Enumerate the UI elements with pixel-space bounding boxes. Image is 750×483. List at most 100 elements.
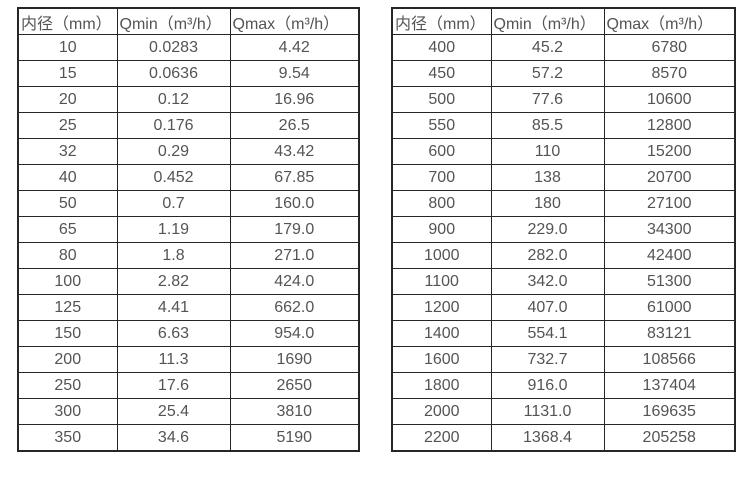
table-cell: 77.6 (490, 86, 605, 113)
table-cell: 11.3 (116, 346, 231, 373)
table-cell: 1.8 (116, 242, 231, 269)
table-header-row: 内径（mm） Qmin（m³/h） Qmax（m³/h） (17, 7, 360, 35)
table-cell: 0.452 (116, 164, 231, 191)
table-cell: 169635 (603, 398, 736, 425)
table-cell: 600 (391, 138, 492, 165)
table-cell: 40 (17, 164, 118, 191)
table-cell: 43.42 (229, 138, 360, 165)
table-cell: 15200 (603, 138, 736, 165)
table-cell: 125 (17, 294, 118, 321)
table-cell: 500 (391, 86, 492, 113)
table-cell: 2200 (391, 424, 492, 452)
table-cell: 2.82 (116, 268, 231, 295)
table-row: 100 2.82 424.0 (17, 268, 360, 295)
table-cell: 662.0 (229, 294, 360, 321)
table-cell: 80 (17, 242, 118, 269)
table-cell: 1100 (391, 268, 492, 295)
table-cell: 25 (17, 112, 118, 139)
flow-range-table-large-diameters: 内径（mm） Qmin（m³/h） Qmax（m³/h） 400 45.2 6780… (391, 7, 736, 452)
table-cell: 400 (391, 34, 492, 61)
table-cell: 205258 (603, 424, 736, 452)
table-cell: 8570 (603, 60, 736, 87)
table-row: 125 4.41 662.0 (17, 294, 360, 321)
table-cell: 0.12 (116, 86, 231, 113)
table-row: 500 77.6 10600 (391, 86, 736, 113)
table-row: 200 11.3 1690 (17, 346, 360, 373)
table-cell: 954.0 (229, 320, 360, 347)
table-cell: 1600 (391, 346, 492, 373)
table-cell: 271.0 (229, 242, 360, 269)
table-cell: 45.2 (490, 34, 605, 61)
table-cell: 554.1 (490, 320, 605, 347)
table-row: 2200 1368.4 205258 (391, 424, 736, 452)
table-row: 15 0.0636 9.54 (17, 60, 360, 87)
table-cell: 9.54 (229, 60, 360, 87)
column-header-diameter: 内径（mm） (391, 7, 492, 35)
column-header-qmax: Qmax（m³/h） (603, 7, 736, 35)
table-cell: 732.7 (490, 346, 605, 373)
table-row: 32 0.29 43.42 (17, 138, 360, 165)
table-cell: 300 (17, 398, 118, 425)
table-cell: 0.176 (116, 112, 231, 139)
table-cell: 15 (17, 60, 118, 87)
table-cell: 67.85 (229, 164, 360, 191)
table-cell: 50 (17, 190, 118, 217)
table-row: 1000 282.0 42400 (391, 242, 736, 269)
table-row: 700 138 20700 (391, 164, 736, 191)
table-row: 1800 916.0 137404 (391, 372, 736, 399)
table-cell: 51300 (603, 268, 736, 295)
flow-range-table-small-diameters: 内径（mm） Qmin（m³/h） Qmax（m³/h） 10 0.0283 4.4… (17, 7, 360, 452)
table-row: 550 85.5 12800 (391, 112, 736, 139)
table-row: 25 0.176 26.5 (17, 112, 360, 139)
column-header-qmin: Qmin（m³/h） (116, 7, 231, 35)
table-cell: 800 (391, 190, 492, 217)
table-cell: 179.0 (229, 216, 360, 243)
table-cell: 3810 (229, 398, 360, 425)
table-cell: 1800 (391, 372, 492, 399)
table-row: 1600 732.7 108566 (391, 346, 736, 373)
table-cell: 342.0 (490, 268, 605, 295)
table-cell: 282.0 (490, 242, 605, 269)
table-row: 250 17.6 2650 (17, 372, 360, 399)
table-row: 20 0.12 16.96 (17, 86, 360, 113)
table-row: 40 0.452 67.85 (17, 164, 360, 191)
table-cell: 10 (17, 34, 118, 61)
table-row: 450 57.2 8570 (391, 60, 736, 87)
table-cell: 550 (391, 112, 492, 139)
table-cell: 180 (490, 190, 605, 217)
table-cell: 200 (17, 346, 118, 373)
table-cell: 65 (17, 216, 118, 243)
table-cell: 110 (490, 138, 605, 165)
table-cell: 4.41 (116, 294, 231, 321)
table-cell: 61000 (603, 294, 736, 321)
table-cell: 700 (391, 164, 492, 191)
column-header-qmin: Qmin（m³/h） (490, 7, 605, 35)
table-cell: 12800 (603, 112, 736, 139)
table-cell: 1.19 (116, 216, 231, 243)
table-row: 1400 554.1 83121 (391, 320, 736, 347)
table-row: 50 0.7 160.0 (17, 190, 360, 217)
table-cell: 27100 (603, 190, 736, 217)
table-cell: 4.42 (229, 34, 360, 61)
table-cell: 32 (17, 138, 118, 165)
table-cell: 108566 (603, 346, 736, 373)
table-cell: 1000 (391, 242, 492, 269)
table-header-row: 内径（mm） Qmin（m³/h） Qmax（m³/h） (391, 7, 736, 35)
table-cell: 407.0 (490, 294, 605, 321)
table-cell: 20 (17, 86, 118, 113)
table-row: 1100 342.0 51300 (391, 268, 736, 295)
table-row: 150 6.63 954.0 (17, 320, 360, 347)
table-cell: 137404 (603, 372, 736, 399)
table-cell: 2650 (229, 372, 360, 399)
table-cell: 6780 (603, 34, 736, 61)
table-row: 350 34.6 5190 (17, 424, 360, 452)
table-cell: 26.5 (229, 112, 360, 139)
table-cell: 1200 (391, 294, 492, 321)
table-cell: 1400 (391, 320, 492, 347)
table-cell: 83121 (603, 320, 736, 347)
table-row: 1200 407.0 61000 (391, 294, 736, 321)
table-cell: 5190 (229, 424, 360, 452)
table-cell: 17.6 (116, 372, 231, 399)
table-cell: 20700 (603, 164, 736, 191)
